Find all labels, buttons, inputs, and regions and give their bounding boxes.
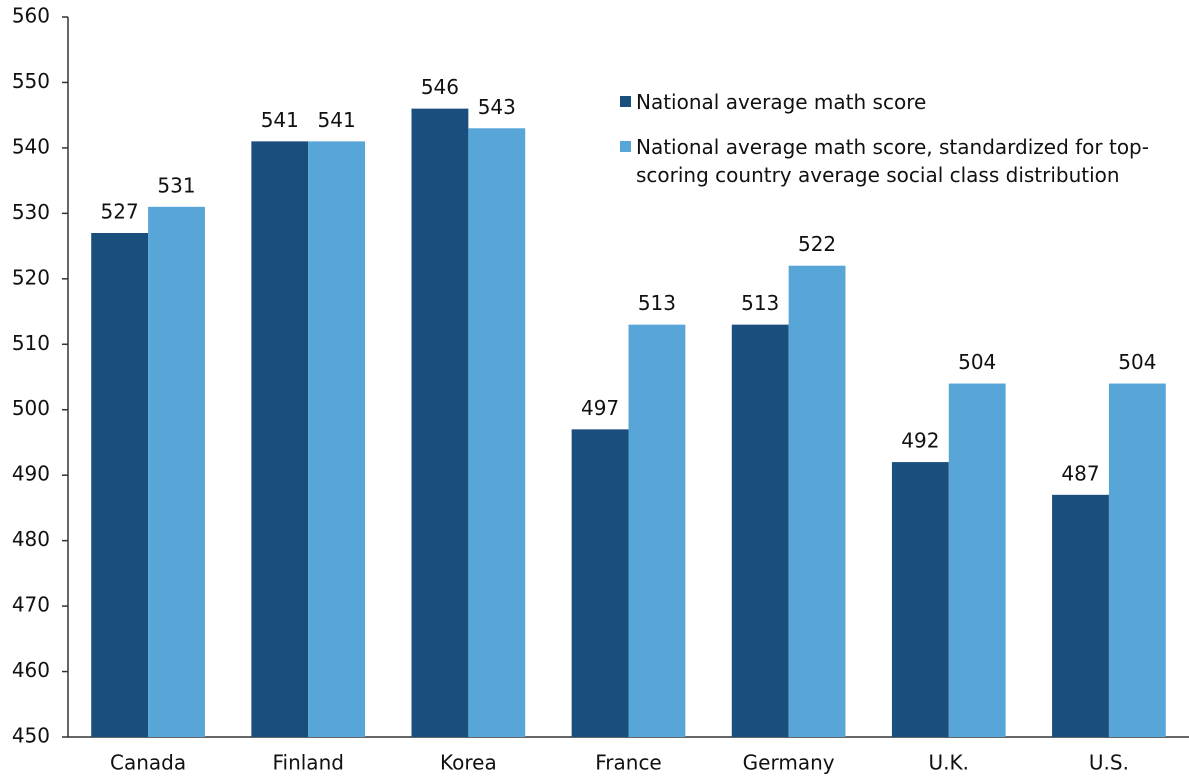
value-label: 513 <box>638 291 676 315</box>
bar <box>411 108 469 738</box>
value-label: 487 <box>1061 461 1099 485</box>
legend-item: National average math score <box>620 88 1160 116</box>
value-label: 543 <box>478 95 516 119</box>
y-tick-label: 520 <box>12 265 50 289</box>
value-label: 522 <box>798 232 836 256</box>
y-tick-label: 450 <box>12 724 50 748</box>
value-label: 546 <box>421 75 459 99</box>
bar <box>1052 494 1109 737</box>
bar <box>91 233 149 737</box>
value-label: 492 <box>901 429 939 453</box>
x-tick-label: France <box>595 751 662 775</box>
value-label: 504 <box>958 350 996 374</box>
bar <box>1108 383 1166 737</box>
bar <box>948 383 1006 737</box>
value-label: 497 <box>581 396 619 420</box>
x-tick-label: U.K. <box>929 751 969 775</box>
legend-item: National average math score, standardize… <box>620 133 1160 189</box>
y-tick-label: 460 <box>12 658 50 682</box>
y-tick-label: 470 <box>12 593 50 617</box>
y-tick-label: 540 <box>12 134 50 158</box>
bar <box>891 462 949 737</box>
legend-swatch <box>620 96 631 107</box>
x-tick-label: Korea <box>440 751 497 775</box>
value-label: 531 <box>157 173 195 197</box>
bar <box>788 265 846 737</box>
bar <box>148 206 205 737</box>
y-tick-label: 500 <box>12 396 50 420</box>
bar <box>628 324 686 737</box>
bar <box>731 324 789 737</box>
bar <box>251 141 309 737</box>
legend-label: National average math score <box>636 90 927 114</box>
x-tick-label: Canada <box>110 751 186 775</box>
x-tick-label: Finland <box>272 751 343 775</box>
x-tick-label: U.S. <box>1089 751 1129 775</box>
y-tick-label: 530 <box>12 200 50 224</box>
y-tick-label: 490 <box>12 462 50 486</box>
value-label: 504 <box>1118 350 1156 374</box>
y-tick-label: 510 <box>12 331 50 355</box>
x-tick-label: Germany <box>743 751 835 775</box>
bar <box>468 128 526 738</box>
value-label: 541 <box>318 108 356 132</box>
legend-swatch <box>620 141 631 152</box>
legend-label: National average math score, standardize… <box>636 135 1149 187</box>
value-label: 513 <box>741 291 779 315</box>
value-label: 541 <box>261 108 299 132</box>
bar <box>308 141 366 737</box>
bar <box>571 429 629 737</box>
value-label: 527 <box>101 200 139 224</box>
y-tick-label: 560 <box>12 4 50 28</box>
y-tick-label: 550 <box>12 69 50 93</box>
y-tick-label: 480 <box>12 527 50 551</box>
